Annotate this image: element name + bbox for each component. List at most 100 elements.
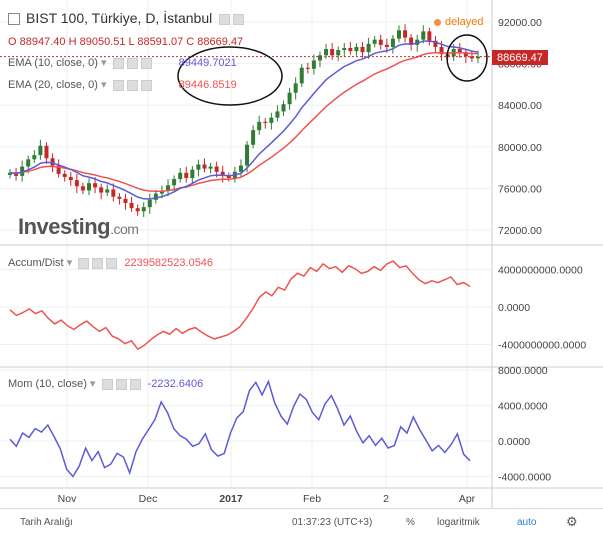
ema10-legend[interactable]: EMA (10, close, 0) ▾ 89449.7021 [8,56,237,69]
candle-body [299,67,304,84]
ema20-legend[interactable]: EMA (20, close, 0) ▾ 89446.8519 [8,78,237,91]
auto-toggle[interactable]: auto [517,517,537,528]
ema20-line [9,51,479,193]
candle-body [257,121,262,131]
candle-body [354,46,359,52]
last-price-tag: 88669.47 [492,50,548,65]
candle-body [62,173,67,177]
eye-icon[interactable] [219,13,231,25]
candle-body [32,155,37,160]
candle-body [269,117,274,123]
candle-body [184,172,189,178]
chevron-down-icon[interactable]: ▾ [100,57,107,69]
candle-body [415,39,420,45]
candle-body [87,183,92,191]
candle-body [427,31,432,41]
high-label: H [68,36,77,48]
delayed-text: delayed [445,16,484,28]
price-tick-label: 84000.00 [498,100,542,112]
eye-icon[interactable] [112,79,124,91]
clock-readout[interactable]: 01:37:23 (UTC+3) [292,517,373,528]
chevron-down-icon[interactable]: ▾ [66,257,73,269]
momentum-line [9,379,471,478]
ema20-label: EMA (20, close, 0) [8,79,98,91]
candle-body [202,164,207,169]
close-value: 88669.47 [197,36,244,48]
close-icon[interactable] [106,257,118,269]
high-value: 89050.51 [79,36,126,48]
candle-body [342,48,347,51]
time-tick-label: Feb [303,493,321,505]
close-label: C [186,36,195,48]
accum-legend[interactable]: Accum/Dist ▾ 2239582523.0546 [8,256,213,269]
eye-icon[interactable] [101,378,113,390]
candle-body [238,165,243,172]
candle-body [433,40,438,47]
candle-body [178,172,183,180]
candle-body [275,111,280,118]
close-icon[interactable] [129,378,141,390]
settings-icon[interactable] [126,79,138,91]
candle-body [421,31,426,40]
annotation-ellipse-values [177,46,283,106]
mom-legend[interactable]: Mom (10, close) ▾ -2232.6406 [8,377,203,390]
candle-body [336,50,341,56]
candle-body [390,38,395,47]
candle-body [172,179,177,186]
candle-body [287,92,292,105]
investing-logo: Investing.com [18,214,139,240]
accum-dist-line [9,260,471,351]
candle-body [129,202,134,209]
candle-body [251,130,256,145]
candle-body [190,169,195,178]
candle-body [245,144,250,166]
candle-body [80,186,85,191]
delayed-badge: delayed [434,16,484,28]
candle-body [166,185,171,191]
mom-label: Mom (10, close) [8,378,87,390]
collapse-icon[interactable] [8,13,20,26]
settings-icon[interactable] [126,57,138,69]
price-tick-label: 92000.00 [498,17,542,29]
candle-body [135,208,140,212]
candle-body [396,30,401,39]
candle-body [26,159,31,167]
ema10-value: 89449.7021 [178,57,237,69]
settings-icon[interactable] [92,257,104,269]
candle-body [476,56,480,59]
eye-icon[interactable] [78,257,90,269]
candle-body [366,43,371,53]
ema10-line [9,40,479,200]
chevron-down-icon[interactable]: ▾ [89,378,96,390]
settings-icon[interactable] [233,13,245,25]
close-icon[interactable] [140,79,152,91]
time-tick-label: Dec [139,493,158,505]
date-range-button[interactable]: Tarih Aralığı [20,517,73,528]
mom-value: -2232.6406 [147,378,204,390]
candle-body [457,49,462,53]
logo-suffix: .com [110,221,139,237]
chevron-down-icon[interactable]: ▾ [100,79,107,91]
log-toggle[interactable]: logaritmik [437,517,480,528]
candle-body [384,44,389,47]
candle-body [317,55,322,61]
candle-body [153,193,158,200]
low-value: 88591.07 [137,36,184,48]
settings-icon[interactable] [115,378,127,390]
candle-body [93,183,98,188]
candle-body [208,166,213,169]
close-icon[interactable] [140,57,152,69]
percent-toggle[interactable]: % [406,517,415,528]
chart-title: BIST 100, Türkiye, D, İstanbul [26,10,213,26]
candle-body [226,175,231,178]
candle-body [403,30,408,38]
candle-body [147,199,152,208]
time-tick-label: 2017 [219,493,243,505]
accum-tick-label: 0.0000 [498,302,530,314]
gear-icon[interactable]: ⚙ [566,514,578,529]
eye-icon[interactable] [112,57,124,69]
candle-body [324,49,329,56]
plot-svg: 92000.0088000.0084000.0080000.0076000.00… [0,0,603,508]
time-tick-label: 2 [383,493,389,505]
